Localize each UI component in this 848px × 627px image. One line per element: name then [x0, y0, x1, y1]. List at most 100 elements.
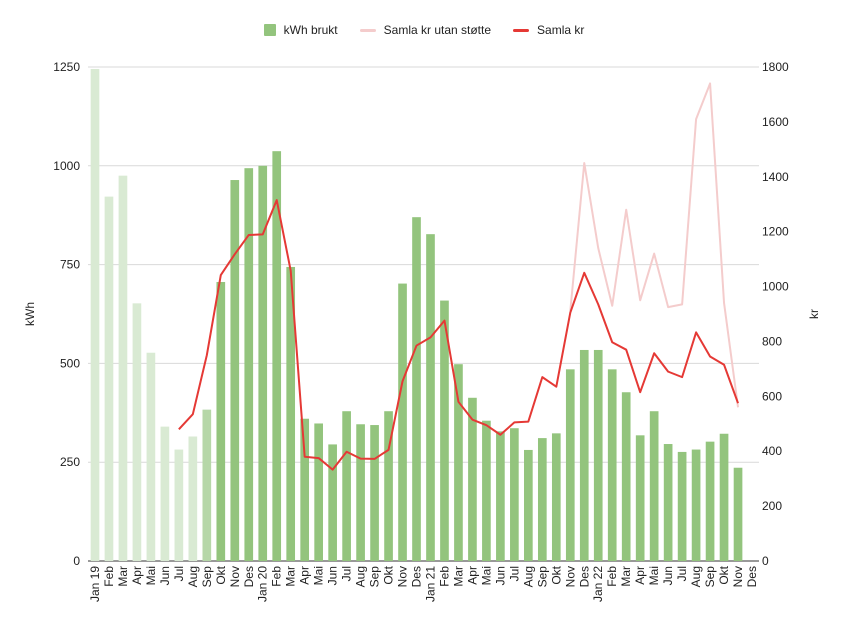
x-tick-label: Okt	[214, 565, 228, 584]
bar	[258, 165, 268, 562]
x-tick-label: Jul	[507, 566, 521, 581]
legend-swatch	[513, 28, 530, 32]
legend-label: Samla kr utan støtte	[383, 23, 492, 37]
bar	[286, 266, 296, 561]
legend-swatch	[263, 24, 276, 36]
x-tick-label: Mai	[479, 566, 493, 585]
bar	[510, 428, 519, 561]
y-right-tick-label: 0	[762, 554, 769, 568]
x-tick-label: Sep	[703, 566, 717, 588]
bar	[412, 217, 421, 561]
x-tick-label: Okt	[382, 565, 396, 584]
bar	[649, 411, 659, 561]
bar	[370, 425, 379, 561]
y-right-tick-label: 1800	[762, 60, 789, 74]
x-tick-label: Mai	[312, 566, 326, 585]
x-tick-label: Des	[242, 566, 256, 587]
y-left-tick-label: 750	[60, 258, 80, 272]
bar	[677, 451, 687, 561]
x-tick-label: Jul	[675, 566, 689, 581]
x-tick-label: Apr	[465, 566, 479, 585]
x-tick-label: Aug	[354, 566, 368, 587]
bar	[314, 423, 323, 561]
x-tick-label: Mar	[116, 566, 130, 587]
bar	[384, 411, 393, 561]
bar	[733, 467, 743, 561]
bar	[468, 397, 477, 561]
legend-item: Samla kr	[513, 23, 584, 37]
bar	[188, 436, 198, 561]
y-left-tick-label: 1250	[53, 60, 80, 74]
y-right-tick-label: 400	[762, 444, 782, 458]
bar	[719, 433, 729, 561]
y-left-axis-title: kWh	[23, 302, 37, 326]
bar	[244, 168, 254, 561]
bar	[202, 409, 212, 561]
y-right-tick-label: 1000	[762, 280, 789, 294]
bar	[537, 438, 547, 561]
x-tick-label: Mar	[284, 566, 298, 587]
x-tick-label: Apr	[633, 566, 647, 585]
x-tick-label: Jun	[661, 566, 675, 585]
x-tick-label: Mar	[451, 566, 465, 587]
x-tick-label: Jul	[172, 566, 186, 581]
bar	[496, 431, 505, 561]
legend-swatch	[359, 28, 376, 32]
bar	[524, 449, 533, 561]
legend: kWh brukt Samla kr utan støtte Samla kr	[0, 23, 848, 37]
x-tick-label: Des	[745, 566, 759, 587]
legend-label: kWh brukt	[283, 23, 338, 37]
y-right-tick-label: 800	[762, 334, 782, 348]
bar	[663, 444, 673, 561]
x-tick-label: Apr	[130, 566, 144, 585]
x-tick-label: Okt	[549, 565, 563, 584]
bar	[272, 151, 282, 561]
x-tick-label: Mai	[144, 566, 158, 585]
x-tick-label: Mar	[619, 566, 633, 587]
x-tick-label: Feb	[102, 566, 116, 587]
legend-item: kWh brukt	[263, 23, 338, 37]
bar	[328, 444, 337, 561]
bar	[440, 300, 449, 561]
bar	[607, 369, 617, 561]
y-right-tick-label: 600	[762, 389, 782, 403]
y-right-tick-label: 1200	[762, 225, 789, 239]
bar	[593, 349, 603, 561]
bar	[579, 349, 589, 561]
x-tick-label: Nov	[396, 566, 410, 587]
x-tick-label: Jun	[493, 566, 507, 585]
bar	[691, 449, 701, 561]
bar	[90, 68, 100, 561]
bar	[104, 196, 114, 561]
x-tick-label: Jun	[326, 566, 340, 585]
y-right-tick-label: 200	[762, 499, 782, 513]
x-tick-label: Jan 21	[423, 566, 437, 602]
bar	[356, 424, 365, 561]
x-tick-label: Sep	[368, 566, 382, 588]
bar	[426, 234, 435, 561]
x-tick-label: Jun	[158, 566, 172, 585]
y-right-tick-label: 1400	[762, 170, 789, 184]
bar	[132, 303, 142, 561]
x-tick-label: Okt	[717, 565, 731, 584]
bar	[621, 392, 631, 561]
x-tick-label: Aug	[186, 566, 200, 587]
x-tick-label: Aug	[521, 566, 535, 587]
bar	[160, 426, 170, 561]
bar	[300, 418, 310, 561]
y-left-tick-label: 250	[60, 455, 80, 469]
y-right-axis-title: kr	[807, 309, 821, 319]
bar	[635, 435, 645, 561]
x-tick-label: Jan 20	[256, 566, 270, 602]
y-left-tick-label: 1000	[53, 159, 80, 173]
legend-label: Samla kr	[537, 23, 585, 37]
bar	[118, 175, 128, 561]
series-line-utan-stotte	[569, 82, 740, 408]
x-tick-label: Nov	[731, 566, 745, 587]
x-tick-label: Sep	[200, 566, 214, 588]
x-tick-label: Jul	[340, 566, 354, 581]
x-tick-label: Aug	[689, 566, 703, 587]
x-tick-label: Feb	[437, 566, 451, 587]
bar	[551, 433, 561, 561]
